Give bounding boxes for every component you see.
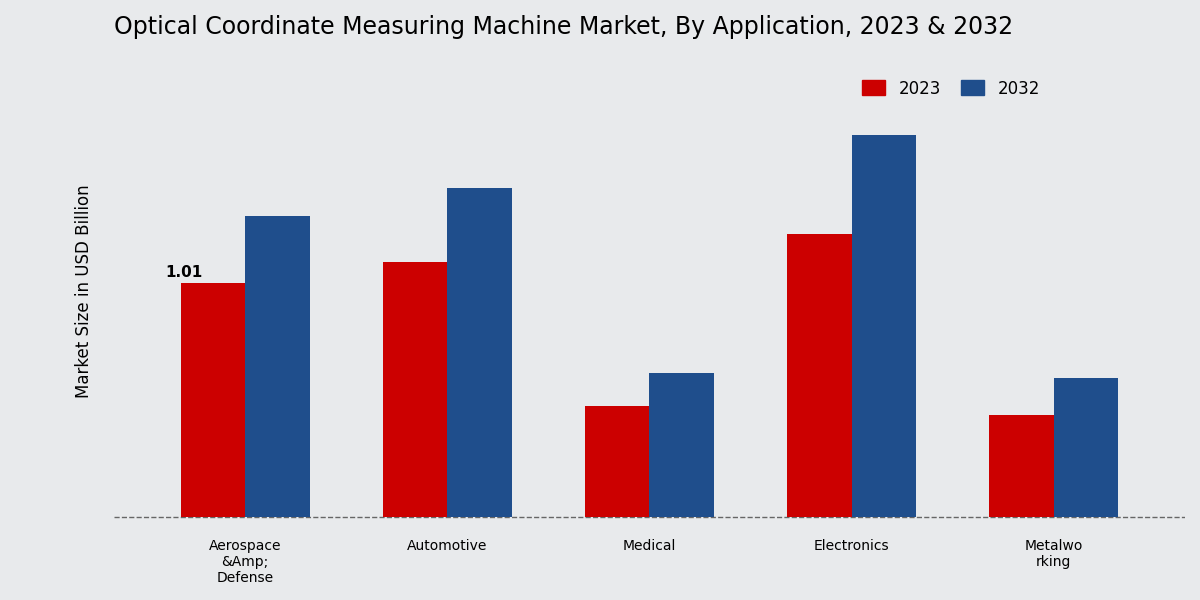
Y-axis label: Market Size in USD Billion: Market Size in USD Billion: [74, 184, 94, 398]
Text: 1.01: 1.01: [166, 265, 203, 280]
Bar: [989, 415, 1054, 517]
Bar: [383, 262, 448, 517]
Bar: [180, 283, 245, 517]
Bar: [787, 235, 852, 517]
Bar: [245, 216, 310, 517]
Bar: [584, 406, 649, 517]
Text: Optical Coordinate Measuring Machine Market, By Application, 2023 & 2032: Optical Coordinate Measuring Machine Mar…: [114, 15, 1013, 39]
Bar: [649, 373, 714, 517]
Bar: [852, 134, 916, 517]
Bar: [1054, 378, 1118, 517]
Bar: [448, 188, 512, 517]
Legend: 2023, 2032: 2023, 2032: [853, 71, 1048, 106]
